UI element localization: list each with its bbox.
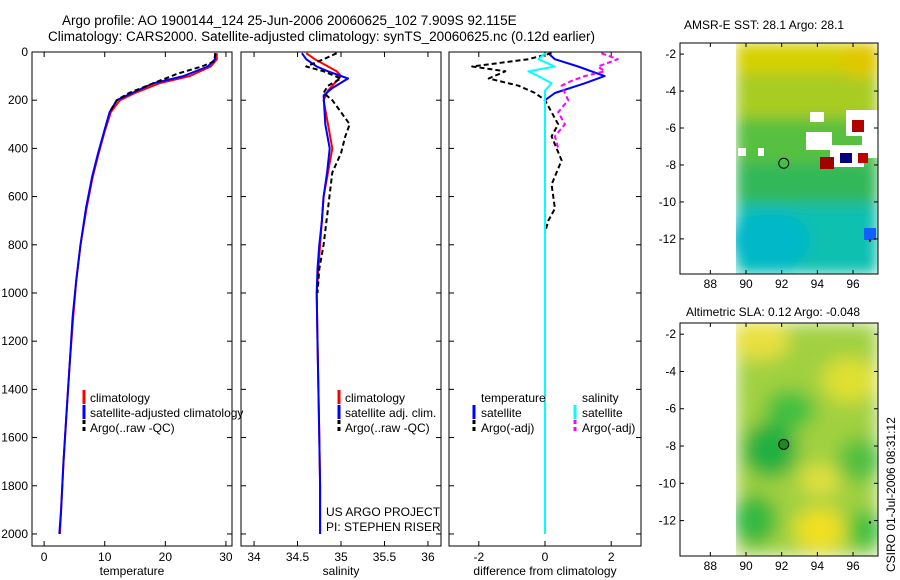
map-y-tick-label: -12 [659, 514, 677, 528]
legend-header-temperature: temperature [481, 391, 546, 405]
map-x-tick-label: 88 [704, 277, 718, 291]
x-tick-label: -2 [473, 550, 484, 564]
x-tick-label: 0 [542, 550, 549, 564]
map-y-tick-label: -4 [665, 84, 676, 98]
series-line [108, 52, 217, 113]
y-tick-label: 1800 [1, 479, 28, 493]
map-y-tick-label: -12 [659, 232, 677, 246]
x-axis-label-3: difference from climatology [473, 564, 616, 578]
map-x-tick-label: 92 [775, 277, 789, 291]
y-tick-label: 200 [8, 93, 28, 107]
map-axes-1 [679, 42, 879, 275]
x-tick-label: 36 [421, 550, 435, 564]
x-axis-label-1: temperature [100, 564, 165, 578]
series-line [471, 52, 563, 233]
series-line [58, 53, 218, 535]
map-y-tick-label: -10 [659, 195, 677, 209]
x-tick-label: 2 [608, 550, 615, 564]
map-y-tick-label: -10 [659, 476, 677, 490]
map-x-tick-label: 92 [775, 559, 789, 573]
profile-axes-2 [240, 51, 442, 547]
x-axis-label-2: salinity [323, 564, 360, 578]
map-y-tick-label: -6 [665, 402, 676, 416]
map-y-tick-label: -4 [665, 364, 676, 378]
series-line [58, 53, 216, 535]
argo-location-marker [778, 438, 790, 450]
legend-label-sal-satellite: satellite adj. clim. [345, 406, 436, 420]
legend-label-temp-satellite: satellite [481, 406, 522, 420]
legend-label-argo: Argo(..raw -QC) [90, 421, 175, 435]
map-axes-2 [679, 322, 879, 557]
legend-label-climatology: climatology [90, 391, 150, 405]
sst-heatmap [736, 43, 878, 274]
series-line [305, 52, 342, 534]
x-tick-label: 34 [247, 550, 261, 564]
x-tick-label: 35 [334, 550, 348, 564]
x-tick-label: 10 [98, 550, 112, 564]
series-line [553, 52, 619, 149]
sla-heatmap [736, 323, 878, 556]
map-y-tick-label: -2 [665, 47, 676, 61]
series-line [301, 52, 349, 534]
legend-header-salinity: salinity [582, 391, 619, 405]
map-x-tick-label: 94 [811, 559, 825, 573]
x-tick-label: 20 [159, 550, 173, 564]
sst-map-title: AMSR-E SST: 28.1 Argo: 28.1 [684, 18, 845, 32]
temperature-legend: climatology satellite-adjusted climatolo… [82, 390, 243, 435]
difference-legend: temperature satellite Argo(-adj) salinit… [472, 391, 635, 435]
map-x-tick-label: 90 [739, 559, 753, 573]
map-dot [868, 239, 872, 242]
legend-label-sal-climatology: climatology [345, 391, 405, 405]
map-dot [868, 521, 872, 524]
y-tick-label: 1000 [1, 286, 28, 300]
sla-map-title: Altimetric SLA: 0.12 Argo: -0.048 [686, 305, 861, 319]
map-y-tick-label: -8 [665, 439, 676, 453]
x-tick-label: 0 [41, 550, 48, 564]
map-x-tick-label: 96 [846, 277, 860, 291]
legend-label-sal-argo: Argo(..raw -QC) [345, 421, 430, 435]
map-x-tick-label: 90 [739, 277, 753, 291]
argo-location-marker [778, 157, 790, 169]
x-tick-label: 35.5 [373, 550, 397, 564]
figure-title-line1: Argo profile: AO 1900144_124 25-Jun-2006… [62, 13, 517, 28]
legend-label-satellite: satellite-adjusted climatology [90, 406, 243, 420]
map-x-tick-label: 88 [704, 559, 718, 573]
legend-label-sal-argo-diff: Argo(-adj) [582, 421, 635, 435]
y-tick-label: 800 [8, 238, 28, 252]
credit-line1: US ARGO PROJECT [326, 505, 441, 519]
y-tick-label: 1600 [1, 431, 28, 445]
credit-line2: PI: STEPHEN RISER [326, 520, 441, 534]
legend-label-temp-argo: Argo(-adj) [481, 421, 534, 435]
map-y-tick-label: -6 [665, 121, 676, 135]
y-tick-label: 2000 [1, 527, 28, 541]
y-tick-label: 600 [8, 190, 28, 204]
y-tick-label: 0 [21, 45, 28, 59]
figure-title-line2: Climatology: CARS2000. Satellite-adjuste… [48, 29, 596, 44]
map-y-tick-label: -8 [665, 158, 676, 172]
profile-axes-1 [31, 51, 233, 547]
series-line [527, 52, 556, 534]
map-y-tick-label: -2 [665, 327, 676, 341]
y-tick-label: 1400 [1, 382, 28, 396]
series-line [544, 52, 606, 534]
salinity-legend: climatology satellite adj. clim. Argo(..… [326, 390, 441, 534]
map-x-tick-label: 96 [846, 559, 860, 573]
y-tick-label: 1200 [1, 334, 28, 348]
legend-label-sal-satellite-diff: satellite [582, 406, 623, 420]
map-x-tick-label: 94 [811, 277, 825, 291]
x-tick-label: 34.5 [286, 550, 310, 564]
x-tick-label: 30 [219, 550, 233, 564]
series-line [305, 52, 351, 294]
y-tick-label: 400 [8, 141, 28, 155]
